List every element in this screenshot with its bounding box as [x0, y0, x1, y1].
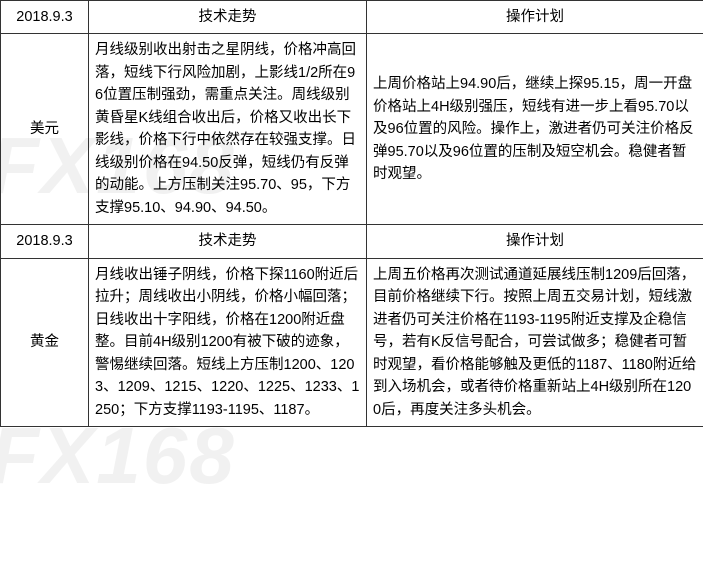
col-header-tech: 技术走势: [89, 1, 367, 34]
table-header-row: 2018.9.3 技术走势 操作计划: [1, 1, 703, 34]
col-header-plan: 操作计划: [367, 1, 703, 34]
plan-cell: 上周价格站上94.90后，继续上探95.15，周一开盘价格站上4H级别强压，短线…: [367, 34, 703, 225]
col-header-plan: 操作计划: [367, 225, 703, 258]
table-row: 黄金 月线收出锤子阴线，价格下探1160附近后拉升；周线收出小阴线，价格小幅回落…: [1, 258, 703, 426]
table-row: 美元 月线级别收出射击之星阴线，价格冲高回落，短线下行风险加剧，上影线1/2所在…: [1, 34, 703, 225]
analysis-table: 2018.9.3 技术走势 操作计划 美元 月线级别收出射击之星阴线，价格冲高回…: [0, 0, 703, 427]
tech-cell: 月线级别收出射击之星阴线，价格冲高回落，短线下行风险加剧，上影线1/2所在96位…: [89, 34, 367, 225]
date-cell: 2018.9.3: [1, 1, 89, 34]
tech-cell: 月线收出锤子阴线，价格下探1160附近后拉升；周线收出小阴线，价格小幅回落；日线…: [89, 258, 367, 426]
date-cell: 2018.9.3: [1, 225, 89, 258]
col-header-tech: 技术走势: [89, 225, 367, 258]
plan-cell: 上周五价格再次测试通道延展线压制1209后回落，目前价格继续下行。按照上周五交易…: [367, 258, 703, 426]
row-label: 黄金: [1, 258, 89, 426]
table-header-row: 2018.9.3 技术走势 操作计划: [1, 225, 703, 258]
row-label: 美元: [1, 34, 89, 225]
